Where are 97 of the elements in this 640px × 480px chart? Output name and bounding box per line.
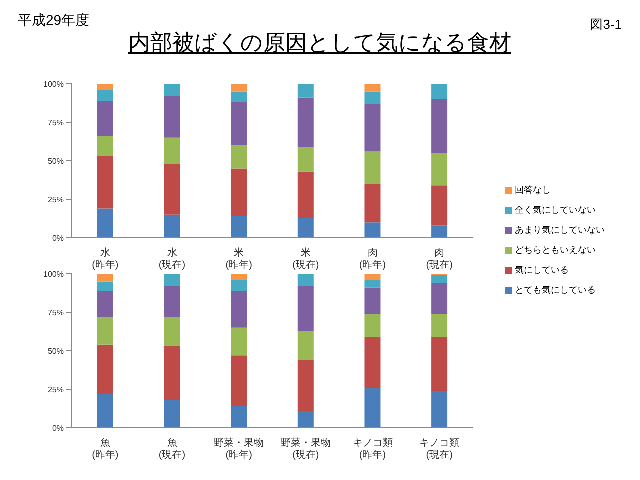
caption: 図3-1 (590, 16, 622, 34)
bar (298, 286, 314, 331)
bar (298, 98, 314, 148)
chart-title: 内部被ばくの原因として気になる食材 (128, 30, 512, 55)
bar (231, 168, 248, 216)
x-tick-label: 肉 (昨年) (359, 248, 386, 271)
bar (364, 104, 381, 152)
bar (97, 290, 114, 318)
bar (164, 286, 180, 318)
bar (164, 317, 180, 346)
bar (97, 344, 114, 394)
bar (364, 388, 381, 428)
x-tick-label: 米 (現在) (292, 247, 320, 271)
y-tick-label: 75% (48, 308, 64, 318)
y-tick-label: 75% (48, 118, 64, 128)
bar (97, 317, 114, 345)
legend-label: とても気にしている (515, 284, 596, 296)
x-tick-label: キノコ類 (現在) (420, 437, 460, 461)
bar (432, 186, 448, 226)
y-tick-label: 25% (48, 385, 64, 394)
bar (298, 411, 314, 428)
y-tick-label: 0% (52, 234, 64, 243)
bar (432, 337, 448, 392)
bar (364, 84, 381, 92)
bar (231, 406, 248, 428)
x-tick-label: 肉 (現在) (426, 248, 453, 271)
bar (97, 90, 114, 101)
bar (364, 314, 381, 338)
bar (432, 391, 448, 428)
bar (231, 216, 248, 238)
bar (231, 84, 248, 92)
bar (298, 147, 314, 172)
bar (298, 274, 314, 286)
bar (298, 172, 314, 218)
bar (432, 84, 448, 100)
legend-label: あまり気にしていない (515, 224, 605, 236)
bar (97, 208, 114, 238)
bar (432, 99, 448, 154)
bar (231, 356, 248, 406)
x-tick-label: 水 (昨年) (92, 247, 119, 271)
bar (231, 280, 248, 291)
bar (164, 138, 180, 164)
x-tick-label: キノコ類 (昨年) (352, 437, 393, 461)
bar (164, 164, 180, 215)
bar (164, 84, 180, 96)
bar (432, 276, 448, 284)
legend-label: 回答なし (515, 184, 551, 196)
bar (97, 394, 114, 428)
bar (364, 184, 381, 223)
x-tick-label: 魚 (昨年) (92, 437, 119, 461)
x-tick-label: 野菜・果物 (現在) (280, 437, 331, 461)
y-tick-label: 100% (44, 270, 64, 279)
x-tick-label: 水 (現在) (158, 247, 186, 271)
bar (364, 280, 381, 288)
bar (298, 218, 314, 238)
bar (364, 288, 381, 314)
bar (231, 146, 248, 169)
bar (164, 96, 180, 138)
bar (231, 274, 248, 280)
y-tick-label: 100% (44, 80, 64, 89)
bar (364, 337, 381, 388)
text: 平成29年度 (18, 12, 90, 30)
y-tick-label: 50% (48, 346, 64, 356)
bar (298, 84, 314, 98)
bar (298, 360, 314, 412)
bar (231, 92, 248, 102)
y-tick-label: 25% (48, 195, 64, 204)
bar (231, 328, 248, 356)
bar (164, 274, 180, 286)
legend-label: どちらともいえない (515, 244, 596, 256)
bar (231, 290, 248, 328)
bar (164, 400, 180, 428)
x-tick-label: 魚 (現在) (158, 437, 186, 461)
y-tick-label: 50% (48, 156, 64, 166)
bar (298, 330, 314, 360)
bar (97, 136, 114, 156)
bar (97, 156, 114, 209)
bar (164, 346, 180, 400)
x-tick-label: 米 (昨年) (226, 247, 252, 271)
bar (231, 102, 248, 146)
bar (97, 100, 114, 136)
bar (97, 282, 114, 291)
bar (364, 92, 381, 104)
bar (364, 152, 381, 184)
bar (97, 274, 114, 282)
bar (164, 214, 180, 238)
bar (432, 314, 448, 338)
bar (432, 226, 448, 238)
y-tick-label: 0% (52, 424, 64, 433)
bar (432, 283, 448, 314)
bar (97, 84, 114, 90)
legend-label: 気にしている (515, 264, 569, 276)
bar (364, 222, 381, 238)
legend-label: 全く気にしていない (515, 204, 596, 216)
x-tick-label: 野菜・果物 (昨年) (214, 437, 264, 461)
bar (432, 153, 448, 186)
bar (364, 274, 381, 280)
